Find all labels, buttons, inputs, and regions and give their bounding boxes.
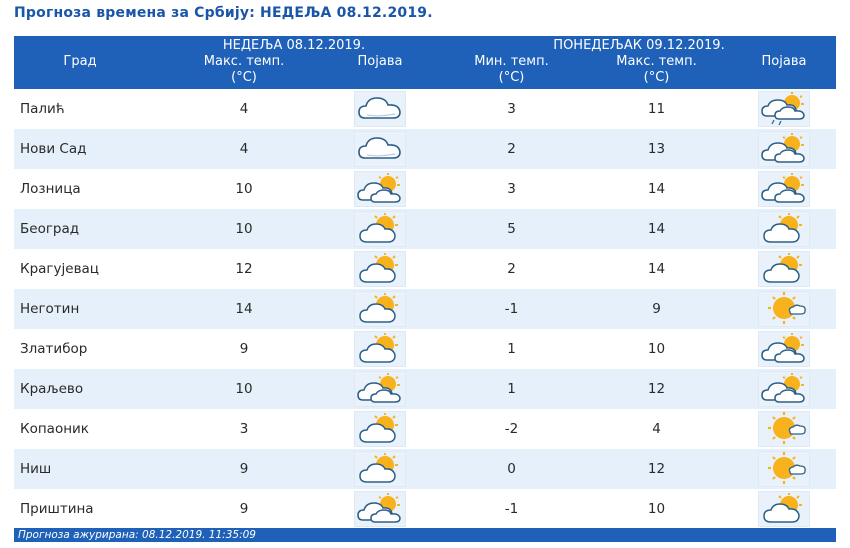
- day1-max-temp: 9: [239, 461, 249, 477]
- partly-cloudy-icon: [354, 251, 406, 287]
- partly-cloudy-icon: [354, 291, 406, 327]
- city-name: Копаоник: [20, 421, 89, 437]
- day2-max-temp: 14: [647, 221, 666, 237]
- city-name: Лозница: [20, 181, 81, 197]
- table-row: Златибор 9 1 10: [14, 329, 836, 369]
- day2-min-temp: -1: [504, 301, 519, 317]
- mostly-sunny-icon: [758, 451, 810, 487]
- day2-min-temp: -2: [504, 421, 519, 437]
- day2-max-temp: 4: [652, 421, 661, 437]
- day2-max-temp: 14: [647, 261, 666, 277]
- sun-behind-clouds-icon: [354, 371, 406, 407]
- table-row: Копаоник 3 -2 4: [14, 409, 836, 449]
- page-title: Прогноза времена за Србију: НЕДЕЉА 08.12…: [14, 5, 433, 21]
- day2-min-temp: 3: [507, 181, 516, 197]
- day2-max-temp: 11: [647, 101, 666, 117]
- table-header: Град НЕДЕЉА 08.12.2019. Макс. темп. (°C)…: [14, 36, 836, 89]
- mostly-sunny-icon: [758, 291, 810, 327]
- table-row: Краљево 10 1 12: [14, 369, 836, 409]
- table-row: Ниш 9 0 12: [14, 449, 836, 489]
- day2-min-temp: 1: [507, 381, 516, 397]
- sun-behind-clouds-icon: [758, 131, 810, 167]
- table-row: Приштина 9 -1 10: [14, 489, 836, 529]
- partly-cloudy-icon: [354, 411, 406, 447]
- table-row: Неготин 14 -1 9: [14, 289, 836, 329]
- city-name: Неготин: [20, 301, 80, 317]
- table-row: Београд 10 5 14: [14, 209, 836, 249]
- cloudy-icon: [354, 131, 406, 167]
- partly-cloudy-icon: [354, 211, 406, 247]
- header-day2-min: Мин. темп.: [474, 54, 549, 69]
- day1-max-temp: 10: [235, 221, 253, 237]
- day1-max-temp: 14: [235, 301, 253, 317]
- day1-max-temp: 4: [239, 101, 249, 117]
- day2-max-temp: 10: [647, 501, 666, 517]
- mostly-sunny-icon: [758, 411, 810, 447]
- sun-behind-clouds-icon: [758, 171, 810, 207]
- day2-max-temp: 12: [647, 461, 666, 477]
- city-name: Београд: [20, 221, 80, 237]
- sun-behind-clouds-icon: [758, 331, 810, 367]
- day2-min-temp: 1: [507, 341, 516, 357]
- city-name: Нови Сад: [20, 141, 87, 157]
- header-day2-max-unit: (°C): [643, 70, 670, 85]
- header-day2: ПОНЕДЕЉАК 09.12.2019.: [553, 38, 725, 53]
- city-name: Златибор: [20, 341, 88, 357]
- partly-cloudy-icon: [758, 211, 810, 247]
- forecast-table: Град НЕДЕЉА 08.12.2019. Макс. темп. (°C)…: [14, 36, 836, 529]
- header-city: Град: [63, 54, 97, 69]
- day1-max-temp: 3: [239, 421, 249, 437]
- city-name: Приштина: [20, 501, 94, 517]
- header-day1-max: Макс. темп.: [203, 54, 285, 69]
- table-row: Лозница 10 3 14: [14, 169, 836, 209]
- table-row: Крагујевац 12 2 14: [14, 249, 836, 289]
- table-body: Палић 4 3 11 Нови Сад 4 2 13 Лозница 10 …: [14, 89, 836, 529]
- day2-min-temp: -1: [504, 501, 519, 517]
- header-day2-phenomenon: Појава: [761, 54, 807, 69]
- day1-max-temp: 10: [235, 181, 253, 197]
- day2-min-temp: 5: [507, 221, 516, 237]
- city-name: Краљево: [20, 381, 84, 397]
- sun-behind-clouds-icon: [758, 371, 810, 407]
- day1-max-temp: 9: [239, 501, 249, 517]
- table-row: Нови Сад 4 2 13: [14, 129, 836, 169]
- sun-behind-clouds-icon: [354, 171, 406, 207]
- day1-max-temp: 10: [235, 381, 253, 397]
- partly-cloudy-icon: [758, 251, 810, 287]
- day2-min-temp: 3: [507, 101, 516, 117]
- partly-cloudy-icon: [758, 491, 810, 527]
- day2-max-temp: 9: [652, 301, 661, 317]
- sun-behind-clouds-drizzle-icon: [758, 91, 810, 127]
- cloudy-icon: [354, 91, 406, 127]
- partly-cloudy-icon: [354, 331, 406, 367]
- city-name: Ниш: [20, 461, 52, 477]
- header-day1-unit: (°C): [231, 70, 257, 85]
- day1-max-temp: 9: [239, 341, 249, 357]
- header-day1: НЕДЕЉА 08.12.2019.: [222, 38, 366, 53]
- header-day1-phenomenon: Појава: [357, 54, 403, 69]
- day2-min-temp: 2: [507, 141, 516, 157]
- day1-max-temp: 12: [235, 261, 253, 277]
- day1-max-temp: 4: [239, 141, 249, 157]
- header-day2-max: Макс. темп.: [616, 54, 697, 69]
- day2-max-temp: 14: [647, 181, 666, 197]
- day2-min-temp: 2: [507, 261, 516, 277]
- partly-cloudy-icon: [354, 451, 406, 487]
- day2-max-temp: 12: [647, 381, 666, 397]
- sun-behind-clouds-icon: [354, 491, 406, 527]
- city-name: Крагујевац: [20, 261, 99, 277]
- city-name: Палић: [20, 101, 65, 117]
- update-timestamp: Прогноза ажурирана: 08.12.2019. 11:35:09: [14, 528, 836, 542]
- header-day2-min-unit: (°C): [498, 70, 525, 85]
- day2-min-temp: 0: [507, 461, 516, 477]
- day2-max-temp: 13: [647, 141, 666, 157]
- table-row: Палић 4 3 11: [14, 89, 836, 129]
- day2-max-temp: 10: [647, 341, 666, 357]
